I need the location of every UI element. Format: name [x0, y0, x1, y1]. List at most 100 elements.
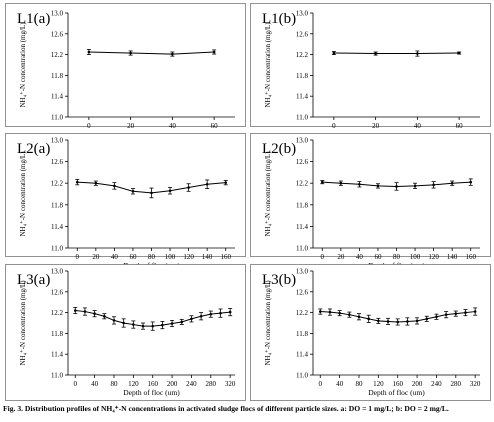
- data-point: [224, 181, 228, 184]
- x-tick-label: 60: [129, 253, 137, 261]
- y-tick-label: 11.0: [296, 372, 308, 380]
- data-point: [432, 183, 435, 187]
- y-tick-label: 13.0: [296, 10, 309, 18]
- data-point: [464, 311, 467, 314]
- data-point: [219, 311, 222, 315]
- data-point: [328, 310, 332, 314]
- y-tick-label: 13.0: [51, 137, 64, 145]
- data-point: [320, 180, 324, 184]
- x-tick-label: 140: [202, 253, 213, 261]
- data-point: [332, 51, 336, 55]
- panel-title: L2(a): [17, 141, 50, 157]
- x-tick-label: 0: [76, 253, 80, 261]
- data-point: [129, 51, 132, 55]
- x-tick-label: 40: [414, 122, 422, 130]
- y-tick-label: 11.8: [51, 330, 63, 338]
- y-axis-label: NH₄⁺-N concentration (mg/L): [264, 151, 272, 237]
- data-point: [358, 182, 361, 186]
- chart-panel-4: 11.0 11.4 11.8 12.2 12.6 13.0 0 20 40 60 80 100 120 1…: [250, 133, 491, 270]
- data-point: [132, 323, 135, 326]
- x-tick-label: 0: [332, 122, 336, 130]
- data-point: [122, 321, 125, 325]
- data-point: [367, 317, 370, 321]
- x-tick-label: 0: [87, 122, 91, 130]
- data-point: [75, 180, 79, 184]
- panel-title: L3(a): [17, 272, 50, 288]
- chart-panel-2: 11.0 11.4 11.8 12.2 12.6 13.0 0 20 40 60 NH₄⁺-N co…: [250, 3, 491, 130]
- x-tick-label: 20: [372, 122, 380, 130]
- x-tick-label: 320: [225, 380, 236, 388]
- y-tick-label: 11.4: [51, 93, 63, 101]
- data-point: [415, 319, 419, 323]
- data-point: [187, 186, 190, 189]
- data-point: [396, 320, 400, 324]
- x-axis-label: Depth of floc (um): [368, 388, 425, 397]
- chart-panel-3: 11.0 11.4 11.8 12.2 12.6 13.0 0 20 40 60 80 100 120 1…: [5, 133, 246, 270]
- x-tick-label: 0: [74, 380, 78, 388]
- panel-title: L1(a): [17, 11, 50, 27]
- y-tick-label: 11.0: [51, 245, 63, 253]
- y-tick-label: 11.4: [296, 223, 308, 231]
- chart-panel-6: 11.0 11.4 11.8 12.2 12.6 13.0 0 40 80 120 160 200 24…: [250, 264, 491, 401]
- y-tick-label: 11.8: [51, 201, 63, 209]
- data-point: [168, 189, 172, 193]
- x-tick-label: 160: [220, 253, 231, 261]
- y-tick-label: 11.8: [296, 201, 308, 209]
- data-point: [386, 320, 390, 323]
- panel-title: L3(b): [262, 272, 296, 288]
- data-point: [209, 312, 213, 316]
- data-point: [413, 184, 417, 188]
- data-point: [83, 310, 87, 313]
- x-tick-label: 120: [183, 253, 194, 261]
- panel-frame: [250, 264, 491, 401]
- x-tick-label: 80: [355, 380, 363, 388]
- series-line: [88, 51, 215, 55]
- data-point: [469, 180, 473, 184]
- y-tick-label: 11.8: [296, 330, 308, 338]
- data-point: [112, 319, 116, 322]
- x-tick-label: 120: [428, 253, 439, 261]
- data-point: [338, 311, 341, 315]
- x-tick-label: 20: [127, 122, 135, 130]
- x-tick-label: 120: [373, 380, 384, 388]
- y-tick-label: 12.2: [296, 180, 309, 188]
- chart-panel-5: 11.0 11.4 11.8 12.2 12.6 13.0 0 40 80 120 160 200 24…: [5, 264, 246, 401]
- y-tick-label: 12.2: [296, 51, 309, 59]
- panel-frame: [5, 3, 246, 127]
- x-tick-label: 200: [412, 380, 423, 388]
- panel-frame: [250, 133, 491, 257]
- x-tick-label: 80: [110, 380, 118, 388]
- x-tick-label: 80: [148, 253, 156, 261]
- x-axis-label: Depth of floc (um): [123, 388, 180, 397]
- x-tick-label: 80: [393, 253, 401, 261]
- data-point: [228, 310, 232, 314]
- x-tick-label: 240: [186, 380, 197, 388]
- x-tick-label: 40: [336, 380, 344, 388]
- y-tick-label: 12.6: [51, 288, 64, 296]
- x-tick-label: 140: [447, 253, 458, 261]
- data-point: [444, 313, 448, 316]
- y-axis-label: NH₄⁺-N concentration (mg/L): [19, 22, 27, 108]
- data-point: [180, 320, 184, 324]
- x-tick-label: 60: [374, 253, 382, 261]
- data-point: [450, 181, 454, 185]
- panel-frame: [5, 133, 246, 257]
- x-tick-label: 160: [147, 380, 158, 388]
- x-tick-label: 100: [410, 253, 421, 261]
- y-tick-label: 12.6: [51, 30, 64, 38]
- x-tick-label: 60: [211, 122, 219, 130]
- data-point: [171, 52, 174, 56]
- y-tick-label: 12.6: [296, 288, 309, 296]
- data-point: [170, 322, 174, 325]
- x-tick-label: 40: [111, 253, 119, 261]
- x-tick-label: 20: [337, 253, 345, 261]
- data-point: [339, 181, 343, 185]
- y-tick-label: 13.0: [51, 268, 64, 276]
- x-tick-label: 160: [465, 253, 476, 261]
- data-point: [435, 315, 438, 319]
- x-tick-label: 280: [206, 380, 217, 388]
- data-point: [205, 182, 209, 186]
- y-tick-label: 11.4: [51, 223, 63, 231]
- x-tick-label: 40: [169, 122, 177, 130]
